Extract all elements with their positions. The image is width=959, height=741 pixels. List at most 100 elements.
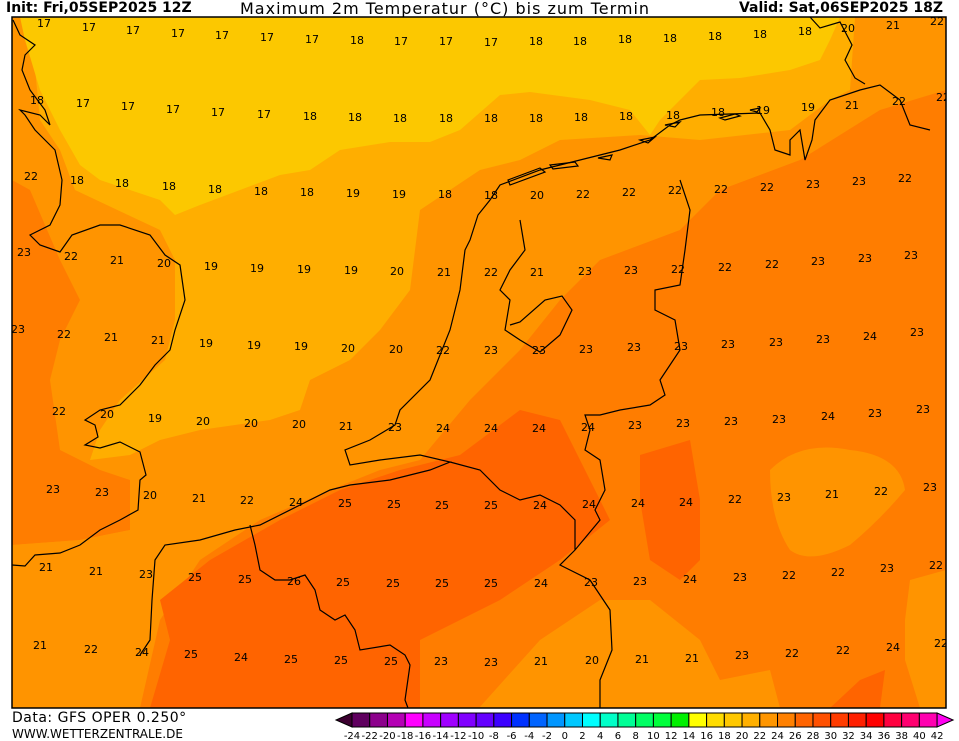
legend-color-box bbox=[670, 712, 690, 728]
legend-color-box bbox=[386, 712, 406, 728]
legend-color-box bbox=[794, 712, 814, 728]
legend-color-box bbox=[901, 712, 920, 728]
temperature-label: 17 bbox=[211, 106, 225, 119]
temperature-label: 24 bbox=[436, 422, 450, 435]
temperature-label: 22 bbox=[668, 184, 682, 197]
temperature-label: 20 bbox=[100, 408, 114, 421]
legend-color-box bbox=[511, 712, 530, 728]
legend-color-box bbox=[581, 712, 601, 728]
temperature-label: 22 bbox=[831, 566, 845, 579]
legend-tick-label: -20 bbox=[379, 731, 395, 741]
temperature-label: 23 bbox=[627, 341, 641, 354]
temperature-label: 22 bbox=[836, 644, 850, 657]
temperature-label: 23 bbox=[624, 264, 638, 277]
temperature-label: 18 bbox=[663, 32, 677, 45]
temperature-label: 18 bbox=[303, 110, 317, 123]
legend-tick-label: 36 bbox=[878, 731, 891, 741]
temperature-label: 22 bbox=[728, 493, 742, 506]
temperature-label: 23 bbox=[733, 571, 747, 584]
temperature-label: 18 bbox=[393, 112, 407, 125]
legend-tick-label: 38 bbox=[895, 731, 908, 741]
temperature-label: 18 bbox=[30, 94, 44, 107]
temperature-label: 23 bbox=[724, 415, 738, 428]
legend-color-box bbox=[635, 712, 654, 728]
temperature-label: 25 bbox=[338, 497, 352, 510]
temperature-label: 24 bbox=[532, 422, 546, 435]
temperature-label: 18 bbox=[708, 30, 722, 43]
temperature-label: 23 bbox=[910, 326, 924, 339]
temperature-label: 18 bbox=[115, 177, 129, 190]
temperature-label: 23 bbox=[46, 483, 60, 496]
legend-tick-label: 16 bbox=[700, 731, 713, 741]
temperature-label: 25 bbox=[435, 577, 449, 590]
temperature-label: 25 bbox=[238, 573, 252, 586]
legend-tick-label: -10 bbox=[468, 731, 484, 741]
legend-color-box bbox=[865, 712, 885, 728]
temperature-label: 21 bbox=[89, 565, 103, 578]
temperature-label: 24 bbox=[135, 646, 149, 659]
temperature-label: 23 bbox=[578, 265, 592, 278]
temperature-label: 18 bbox=[619, 110, 633, 123]
temperature-label: 23 bbox=[868, 407, 882, 420]
legend-tick-label: 4 bbox=[597, 731, 603, 741]
legend-tick-label: -8 bbox=[489, 731, 499, 741]
contour-band-22-24 bbox=[12, 180, 130, 545]
temperature-label: 17 bbox=[166, 103, 180, 116]
legend-tick-label: 22 bbox=[753, 731, 766, 741]
temperature-label: 21 bbox=[886, 19, 900, 32]
temperature-label: 20 bbox=[389, 343, 403, 356]
legend-color-box bbox=[812, 712, 832, 728]
legend-tick-label: 8 bbox=[632, 731, 638, 741]
legend-tick-label: 18 bbox=[718, 731, 731, 741]
legend-color-box bbox=[759, 712, 779, 728]
temperature-label: 22 bbox=[64, 250, 78, 263]
legend-color-box bbox=[652, 712, 672, 728]
temperature-label: 24 bbox=[581, 421, 595, 434]
temperature-label: 22 bbox=[785, 647, 799, 660]
temperature-labels: 17 17 17 17 17 17 17 18 17 17 17 18 18 18 18 18 18 18 20 21… bbox=[12, 17, 950, 669]
temperature-label: 21 bbox=[437, 266, 451, 279]
temperature-label: 20 bbox=[143, 489, 157, 502]
elbe-estuary bbox=[809, 17, 866, 85]
temperature-label: 21 bbox=[845, 99, 859, 112]
temperature-label: 19 bbox=[801, 101, 815, 114]
temperature-label: 19 bbox=[204, 260, 218, 273]
temperature-label: 23 bbox=[676, 417, 690, 430]
temperature-label: 17 bbox=[126, 24, 140, 37]
temperature-label: 22 bbox=[892, 95, 906, 108]
temperature-label: 22 bbox=[84, 643, 98, 656]
legend-tick-label: -24 bbox=[344, 731, 360, 741]
temperature-label: 18 bbox=[666, 109, 680, 122]
temperature-label: 21 bbox=[151, 334, 165, 347]
temperature-label: 23 bbox=[633, 575, 647, 588]
temperature-label: 25 bbox=[387, 498, 401, 511]
temperature-label: 24 bbox=[234, 651, 248, 664]
temperature-label: 24 bbox=[886, 641, 900, 654]
legend-tick-label: 6 bbox=[615, 731, 621, 741]
temperature-label: 25 bbox=[336, 576, 350, 589]
legend-color-box bbox=[404, 712, 424, 728]
temperature-label: 24 bbox=[683, 573, 697, 586]
temperature-label: 19 bbox=[346, 187, 360, 200]
temperature-label: 23 bbox=[769, 336, 783, 349]
temperature-label: 22 bbox=[436, 344, 450, 357]
temperature-label: 17 bbox=[305, 33, 319, 46]
color-legend: -24 -22 -20 -18 -16 -14 -12 -10 -8 -6 -4 -2 0 2 4 6 8 10 1… bbox=[334, 712, 955, 741]
legend-tick-label: 10 bbox=[647, 731, 660, 741]
temperature-label: 18 bbox=[438, 188, 452, 201]
data-source: Data: GFS OPER 0.250° bbox=[12, 710, 187, 726]
temperature-label: 21 bbox=[33, 639, 47, 652]
temperature-label: 25 bbox=[334, 654, 348, 667]
legend-tick-label: 14 bbox=[683, 731, 696, 741]
temperature-label: 18 bbox=[573, 35, 587, 48]
legend-color-box bbox=[918, 712, 938, 728]
temperature-label: 24 bbox=[679, 496, 693, 509]
temperature-label: 22 bbox=[936, 91, 950, 104]
legend-tick-label: -4 bbox=[524, 731, 534, 741]
temperature-label: 23 bbox=[17, 246, 31, 259]
map-frame bbox=[11, 16, 947, 709]
temperature-label: 20 bbox=[341, 342, 355, 355]
temperature-label: 18 bbox=[70, 174, 84, 187]
temperature-label: 21 bbox=[39, 561, 53, 574]
